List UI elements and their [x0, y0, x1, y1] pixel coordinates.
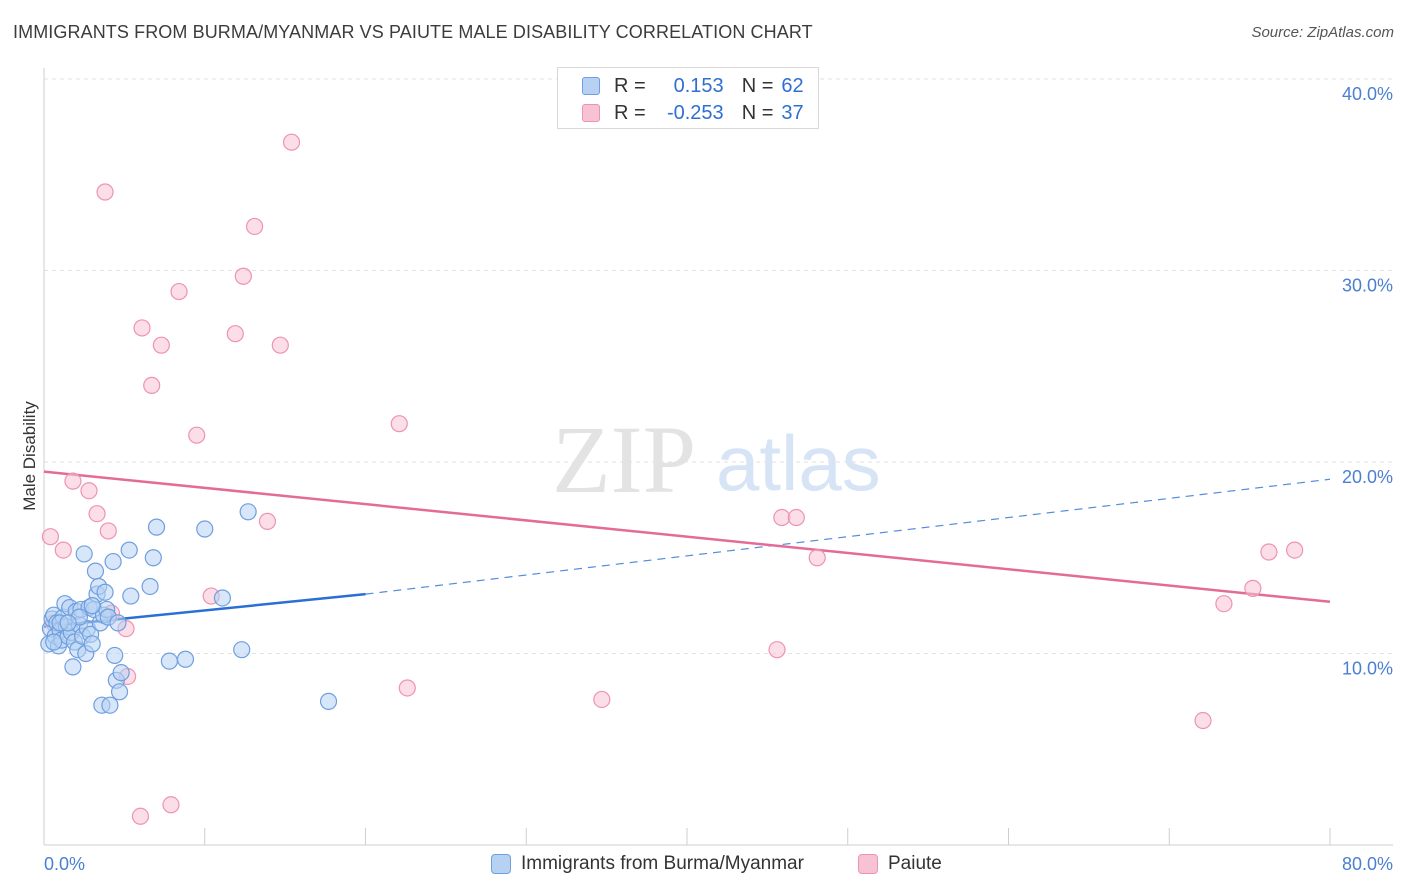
data-point-paiute — [1194, 711, 1212, 730]
data-point-paiute — [593, 690, 611, 709]
data-point-paiute — [245, 217, 264, 236]
data-point-paiute — [808, 549, 826, 567]
trend-line-burma-extrapolated — [365, 478, 1331, 595]
stats-swatch-pink — [582, 104, 600, 122]
data-point-burma — [59, 614, 77, 632]
stats-n-label-blue: N = — [741, 74, 774, 97]
data-point-burma — [213, 589, 232, 607]
data-point-paiute — [80, 482, 98, 500]
data-point-paiute — [398, 679, 416, 697]
stats-swatch-blue — [582, 77, 600, 95]
data-point-paiute — [226, 325, 244, 343]
data-point-paiute — [162, 796, 180, 814]
stats-r-value-blue: 0.153 — [673, 74, 724, 97]
grid-layer — [44, 78, 1393, 654]
watermark-atlas: atlas — [716, 419, 881, 507]
data-point-burma — [110, 683, 129, 701]
legend-swatch-blue — [491, 854, 511, 874]
data-point-paiute — [768, 641, 786, 659]
points-layer — [40, 133, 1304, 825]
stats-r-value-pink: -0.253 — [666, 101, 724, 124]
trend-line-paiute — [43, 470, 1331, 604]
data-point-paiute — [131, 807, 150, 825]
watermark-zip: ZIP — [552, 406, 696, 513]
chart-source: Source: ZipAtlas.com — [1251, 24, 1394, 41]
data-point-burma — [141, 577, 159, 596]
data-point-burma — [109, 614, 127, 632]
data-point-paiute — [282, 133, 301, 151]
data-point-paiute — [258, 512, 277, 530]
data-point-burma — [120, 541, 138, 559]
axes-layer — [43, 68, 1393, 846]
legend-label-pink: Paiute — [888, 853, 942, 874]
stats-n-value-pink: 37 — [781, 101, 804, 124]
y-axis-label: Male Disability — [20, 401, 39, 511]
data-point-burma — [86, 562, 105, 580]
data-point-paiute — [133, 319, 151, 337]
data-point-paiute — [88, 505, 106, 523]
x-tick-label: 0.0% — [44, 854, 85, 874]
data-point-paiute — [99, 522, 117, 540]
y-tick-label: 20.0% — [1342, 467, 1393, 487]
data-point-paiute — [143, 376, 161, 394]
data-point-paiute — [234, 267, 252, 285]
data-point-burma — [75, 545, 93, 563]
x-tick-label: 80.0% — [1342, 854, 1393, 874]
legend-label-blue: Immigrants from Burma/Myanmar — [521, 853, 804, 874]
stats-n-label-pink: N = — [741, 101, 774, 124]
correlation-stats-box: R = 0.153 N = 62 R = -0.253 N = 37 — [557, 67, 819, 129]
stats-r-label-pink: R = — [614, 101, 646, 124]
data-point-paiute — [1286, 541, 1304, 559]
y-tick-label: 40.0% — [1342, 84, 1393, 104]
y-tick-label: 30.0% — [1342, 276, 1393, 296]
data-point-paiute — [188, 426, 206, 444]
data-point-burma — [112, 664, 130, 682]
data-point-paiute — [54, 541, 72, 559]
stats-r-label-blue: R = — [614, 74, 646, 97]
labels-layer: Male Disability 10.0% 20.0% 30.0% 40.0% 0.0%… — [20, 84, 1393, 874]
data-point-paiute — [390, 415, 408, 433]
data-point-paiute — [787, 508, 805, 527]
data-point-paiute — [96, 183, 114, 201]
data-point-burma — [144, 549, 162, 567]
data-point-burma — [45, 633, 63, 651]
data-point-burma — [83, 597, 101, 615]
data-point-burma — [122, 587, 140, 605]
data-point-paiute — [1244, 579, 1262, 597]
data-point-burma — [160, 652, 178, 670]
data-point-burma — [106, 646, 124, 665]
data-point-burma — [83, 635, 101, 653]
data-point-burma — [104, 552, 122, 571]
data-point-burma — [96, 583, 114, 601]
data-point-burma — [196, 520, 214, 538]
data-point-paiute — [271, 336, 289, 354]
data-point-burma — [101, 696, 119, 714]
chart-title: IMMIGRANTS FROM BURMA/MYANMAR VS PAIUTE … — [13, 22, 813, 42]
data-point-burma — [64, 658, 82, 676]
data-point-paiute — [64, 472, 82, 490]
stats-row-blue: R = 0.153 N = 62 — [582, 73, 804, 99]
data-point-burma — [147, 518, 166, 536]
legend-item-blue[interactable]: Immigrants from Burma/Myanmar — [491, 850, 804, 878]
legend-swatch-pink — [858, 854, 878, 874]
stats-n-value-blue: 62 — [781, 74, 804, 97]
data-point-burma — [239, 503, 257, 521]
data-point-paiute — [170, 282, 188, 301]
data-point-paiute — [41, 528, 60, 546]
stats-row-pink: R = -0.253 N = 37 — [582, 100, 804, 126]
data-point-paiute — [1260, 543, 1278, 561]
y-tick-label: 10.0% — [1342, 659, 1393, 679]
legend-item-pink[interactable]: Paiute — [858, 850, 942, 878]
data-point-burma — [233, 641, 251, 659]
data-point-burma — [176, 650, 195, 668]
watermark: ZIP atlas — [552, 406, 881, 513]
data-point-paiute — [1215, 595, 1233, 613]
data-point-paiute — [152, 336, 170, 354]
data-point-paiute — [773, 508, 791, 527]
data-point-burma — [319, 692, 338, 710]
